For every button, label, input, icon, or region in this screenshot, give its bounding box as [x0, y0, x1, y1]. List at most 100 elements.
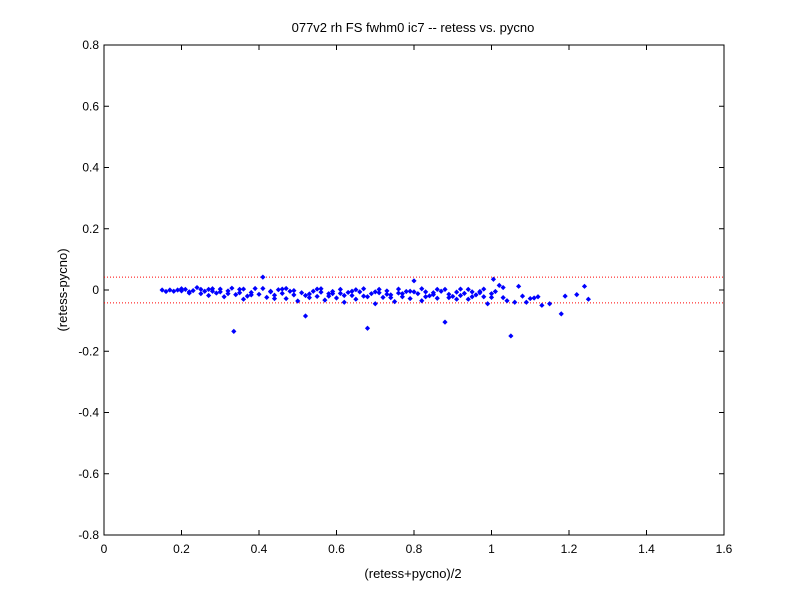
data-point — [388, 295, 394, 301]
data-point — [473, 292, 479, 298]
data-point — [454, 289, 460, 295]
data-point — [337, 286, 343, 292]
data-point — [275, 287, 281, 293]
data-point — [306, 291, 312, 297]
data-point — [490, 276, 497, 282]
data-point — [198, 291, 204, 297]
data-point — [237, 290, 243, 296]
data-point — [240, 286, 247, 292]
data-point — [423, 294, 429, 300]
data-point — [206, 286, 212, 292]
data-point — [531, 295, 537, 301]
data-point — [256, 291, 262, 297]
data-point — [547, 301, 553, 307]
data-point — [279, 290, 285, 296]
data-point — [271, 295, 278, 302]
data-point — [322, 297, 328, 303]
data-point — [426, 293, 433, 299]
x-tick-label: 0.4 — [251, 542, 268, 556]
data-point — [302, 313, 309, 319]
data-point — [477, 288, 483, 295]
data-point — [558, 311, 564, 317]
data-point — [407, 288, 413, 294]
data-point — [330, 291, 336, 297]
data-point — [481, 286, 487, 292]
data-point — [244, 293, 250, 299]
chart-title: 077v2 rh FS fwhm0 ic7 -- retess vs. pycn… — [292, 20, 535, 35]
data-point — [364, 294, 371, 300]
x-tick-label: 0.6 — [328, 542, 345, 556]
data-point — [423, 289, 429, 295]
data-point — [399, 291, 405, 297]
data-point — [523, 299, 529, 305]
data-point — [167, 287, 173, 293]
y-tick-label: -0.8 — [78, 528, 99, 542]
data-point — [209, 288, 216, 294]
data-point — [500, 284, 506, 291]
data-point — [481, 294, 487, 300]
data-point — [361, 293, 367, 299]
data-point — [248, 292, 254, 298]
data-point — [446, 295, 452, 301]
data-point — [225, 288, 231, 294]
data-point — [574, 291, 580, 298]
x-tick-label: 1.2 — [561, 542, 578, 556]
data-point — [384, 291, 390, 297]
data-point — [450, 293, 456, 300]
data-point — [349, 292, 355, 299]
data-point — [446, 291, 452, 297]
data-point — [434, 295, 440, 301]
data-point — [527, 295, 533, 302]
data-point — [461, 290, 467, 296]
data-point — [283, 295, 289, 302]
data-point — [202, 288, 208, 294]
data-point — [194, 284, 200, 291]
data-point — [260, 274, 266, 280]
data-point — [562, 293, 568, 299]
data-point — [175, 287, 181, 293]
data-point — [295, 298, 301, 304]
data-point — [512, 299, 518, 305]
data-point — [349, 288, 355, 294]
data-point — [326, 293, 332, 299]
data-point — [539, 302, 545, 308]
data-point — [388, 292, 394, 298]
data-point — [376, 286, 382, 292]
data-point — [213, 290, 219, 296]
data-point — [225, 291, 231, 297]
data-point — [395, 290, 402, 296]
data-point — [302, 292, 309, 299]
data-point — [442, 319, 448, 325]
data-point — [504, 298, 510, 304]
data-point — [206, 292, 212, 299]
data-point — [333, 295, 340, 301]
data-point — [454, 296, 460, 302]
data-point — [314, 293, 320, 300]
data-point — [341, 299, 347, 305]
data-point — [318, 286, 324, 292]
x-tick-label: 1.4 — [638, 542, 655, 556]
data-point — [516, 283, 522, 289]
data-point — [190, 288, 196, 294]
data-point — [314, 286, 320, 292]
data-point — [264, 294, 270, 300]
data-point — [403, 288, 409, 295]
data-point — [372, 301, 378, 307]
x-tick-label: 0.8 — [406, 542, 423, 556]
data-point — [341, 292, 347, 299]
y-tick-label: -0.6 — [78, 467, 99, 481]
data-point — [411, 289, 417, 295]
data-point — [384, 288, 390, 294]
data-point — [318, 289, 324, 295]
axis-ticks: 0 0.2 0.4 0.6 0.8 1 1.2 1.4 1.6 -0.8 -0.6 -0.4 -0.2 0… — [78, 38, 732, 556]
x-tick-label: 0.2 — [173, 542, 190, 556]
data-point — [291, 288, 297, 294]
data-point — [364, 325, 371, 331]
y-tick-label: -0.2 — [78, 344, 99, 358]
data-point — [419, 286, 425, 292]
data-point — [485, 301, 491, 307]
data-point — [434, 286, 440, 292]
data-point — [306, 295, 312, 301]
data-point — [465, 296, 471, 302]
y-tick-label: 0.4 — [82, 161, 99, 175]
